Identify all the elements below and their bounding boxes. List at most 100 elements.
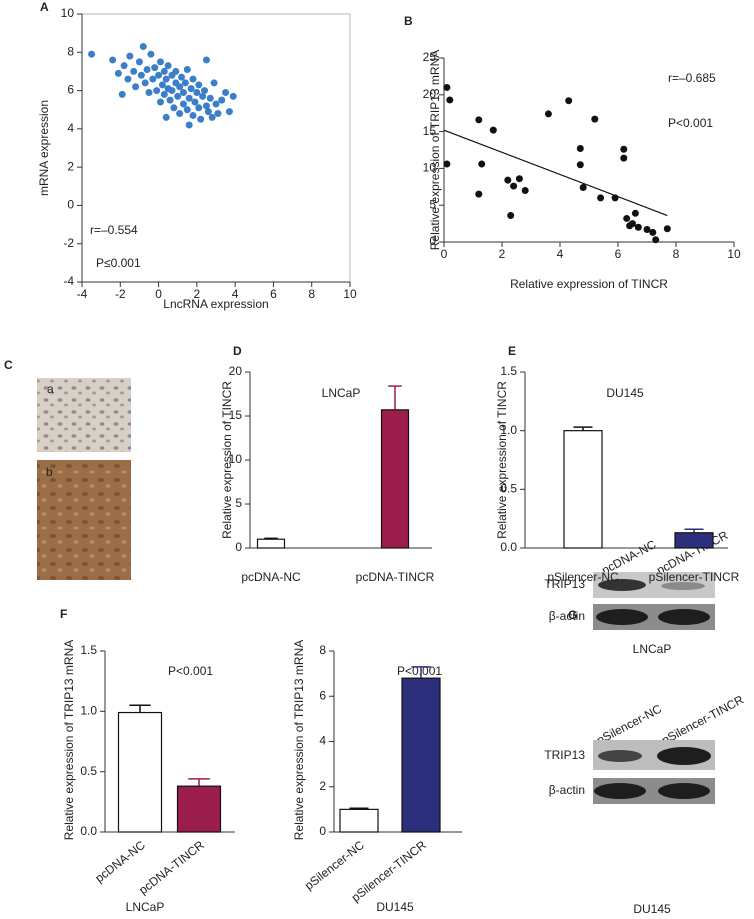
- point: [170, 104, 178, 112]
- y-tick-label: 20: [423, 87, 437, 101]
- point: [181, 79, 189, 87]
- blot-du145: pSilencer-NC pSilencer-TINCR TRIP13 β-ac…: [544, 692, 746, 916]
- y-tick-label: 10: [423, 161, 437, 175]
- point: [201, 87, 209, 95]
- point: [643, 225, 651, 233]
- point: [475, 116, 483, 124]
- blot-band: [658, 609, 710, 625]
- point: [649, 228, 657, 236]
- bar: [256, 538, 286, 549]
- point: [193, 88, 201, 96]
- blot-caption: DU145: [633, 902, 671, 916]
- y-tick-label: 4: [319, 734, 326, 748]
- point: [179, 100, 187, 108]
- y-tick-label: 20: [229, 364, 243, 378]
- panel-letter: E: [508, 344, 516, 358]
- y-tick-label: 5: [235, 496, 242, 510]
- point: [446, 96, 454, 104]
- point: [109, 56, 117, 64]
- y-tick-label: 1.5: [500, 364, 517, 378]
- point: [195, 81, 203, 89]
- bar: [117, 711, 163, 833]
- blot-column-label: pSilencer-TINCR: [659, 692, 746, 747]
- point: [504, 176, 512, 184]
- y-tick-label: 8: [67, 44, 74, 58]
- point: [507, 212, 515, 220]
- point: [174, 92, 182, 100]
- point: [475, 190, 483, 198]
- point: [179, 88, 187, 96]
- point: [212, 100, 220, 108]
- y-tick-label: 8: [319, 643, 326, 657]
- y-axis-label: Relative expression of TRIP13 mRNA: [292, 640, 306, 841]
- blot-band: [598, 579, 646, 591]
- x-tick-label: pSilencer-TINCR: [649, 570, 740, 584]
- point: [634, 223, 642, 231]
- chart-title: LNCaP: [322, 386, 361, 400]
- panel-letter: B: [404, 14, 413, 28]
- x-tick-label: pSilencer-NC: [302, 838, 367, 893]
- point: [222, 88, 230, 96]
- point: [183, 106, 191, 114]
- point: [176, 110, 184, 118]
- bar: [339, 808, 379, 833]
- plot-frame: [81, 13, 351, 283]
- x-tick-label: pcDNA-TINCR: [136, 838, 207, 898]
- point: [229, 92, 237, 100]
- x-tick-label: 4: [557, 247, 564, 261]
- y-tick-label: 0.5: [80, 764, 97, 778]
- point: [189, 75, 197, 83]
- point: [172, 67, 180, 75]
- point: [199, 92, 207, 100]
- point: [197, 115, 205, 123]
- y-tick-label: 6: [67, 83, 74, 97]
- point: [132, 83, 140, 91]
- point: [88, 50, 96, 58]
- panel-letter: C: [4, 358, 13, 372]
- point: [597, 194, 605, 202]
- point: [210, 79, 218, 87]
- point: [620, 145, 628, 153]
- point: [168, 87, 176, 95]
- y-tick-label: 5: [429, 197, 436, 211]
- annotation: P≤0.001: [96, 256, 141, 270]
- blot-row-label: β-actin: [549, 609, 585, 623]
- point: [626, 222, 634, 230]
- caption: DU145: [376, 900, 414, 914]
- y-tick-label: 0: [67, 198, 74, 212]
- point: [623, 214, 631, 222]
- point: [195, 104, 203, 112]
- x-tick-label: pSilencer-NC: [547, 570, 619, 584]
- point: [591, 115, 599, 123]
- annotation: r=–0.685: [668, 71, 716, 85]
- y-tick-label: 2: [67, 159, 74, 173]
- point: [544, 110, 552, 118]
- annotation: P<0.001: [397, 664, 442, 678]
- point: [576, 161, 584, 169]
- x-axis-label: LncRNA expression: [163, 297, 268, 311]
- point: [208, 113, 216, 121]
- y-tick-label: 15: [423, 124, 437, 138]
- x-tick-label: pcDNA-TINCR: [356, 570, 435, 584]
- x-tick-label: 10: [727, 247, 741, 261]
- point: [118, 90, 126, 98]
- point: [120, 62, 128, 70]
- y-tick-label: 0: [319, 824, 326, 838]
- y-tick-label: 0: [429, 234, 436, 248]
- annotation: r=–0.554: [90, 223, 138, 237]
- point: [510, 182, 518, 190]
- y-tick-label: 1.0: [500, 423, 517, 437]
- point: [521, 186, 529, 194]
- ihc-image: [37, 378, 131, 452]
- x-tick-label: 0: [155, 287, 162, 301]
- point: [206, 94, 214, 102]
- x-tick-label: -4: [77, 287, 88, 301]
- point: [156, 98, 164, 106]
- point: [489, 126, 497, 134]
- x-tick-label: 6: [615, 247, 622, 261]
- point: [187, 85, 195, 93]
- point: [443, 83, 451, 91]
- y-axis-label: Relative expression of TINCR: [495, 381, 509, 539]
- point: [155, 71, 163, 79]
- y-tick-label: 2: [319, 779, 326, 793]
